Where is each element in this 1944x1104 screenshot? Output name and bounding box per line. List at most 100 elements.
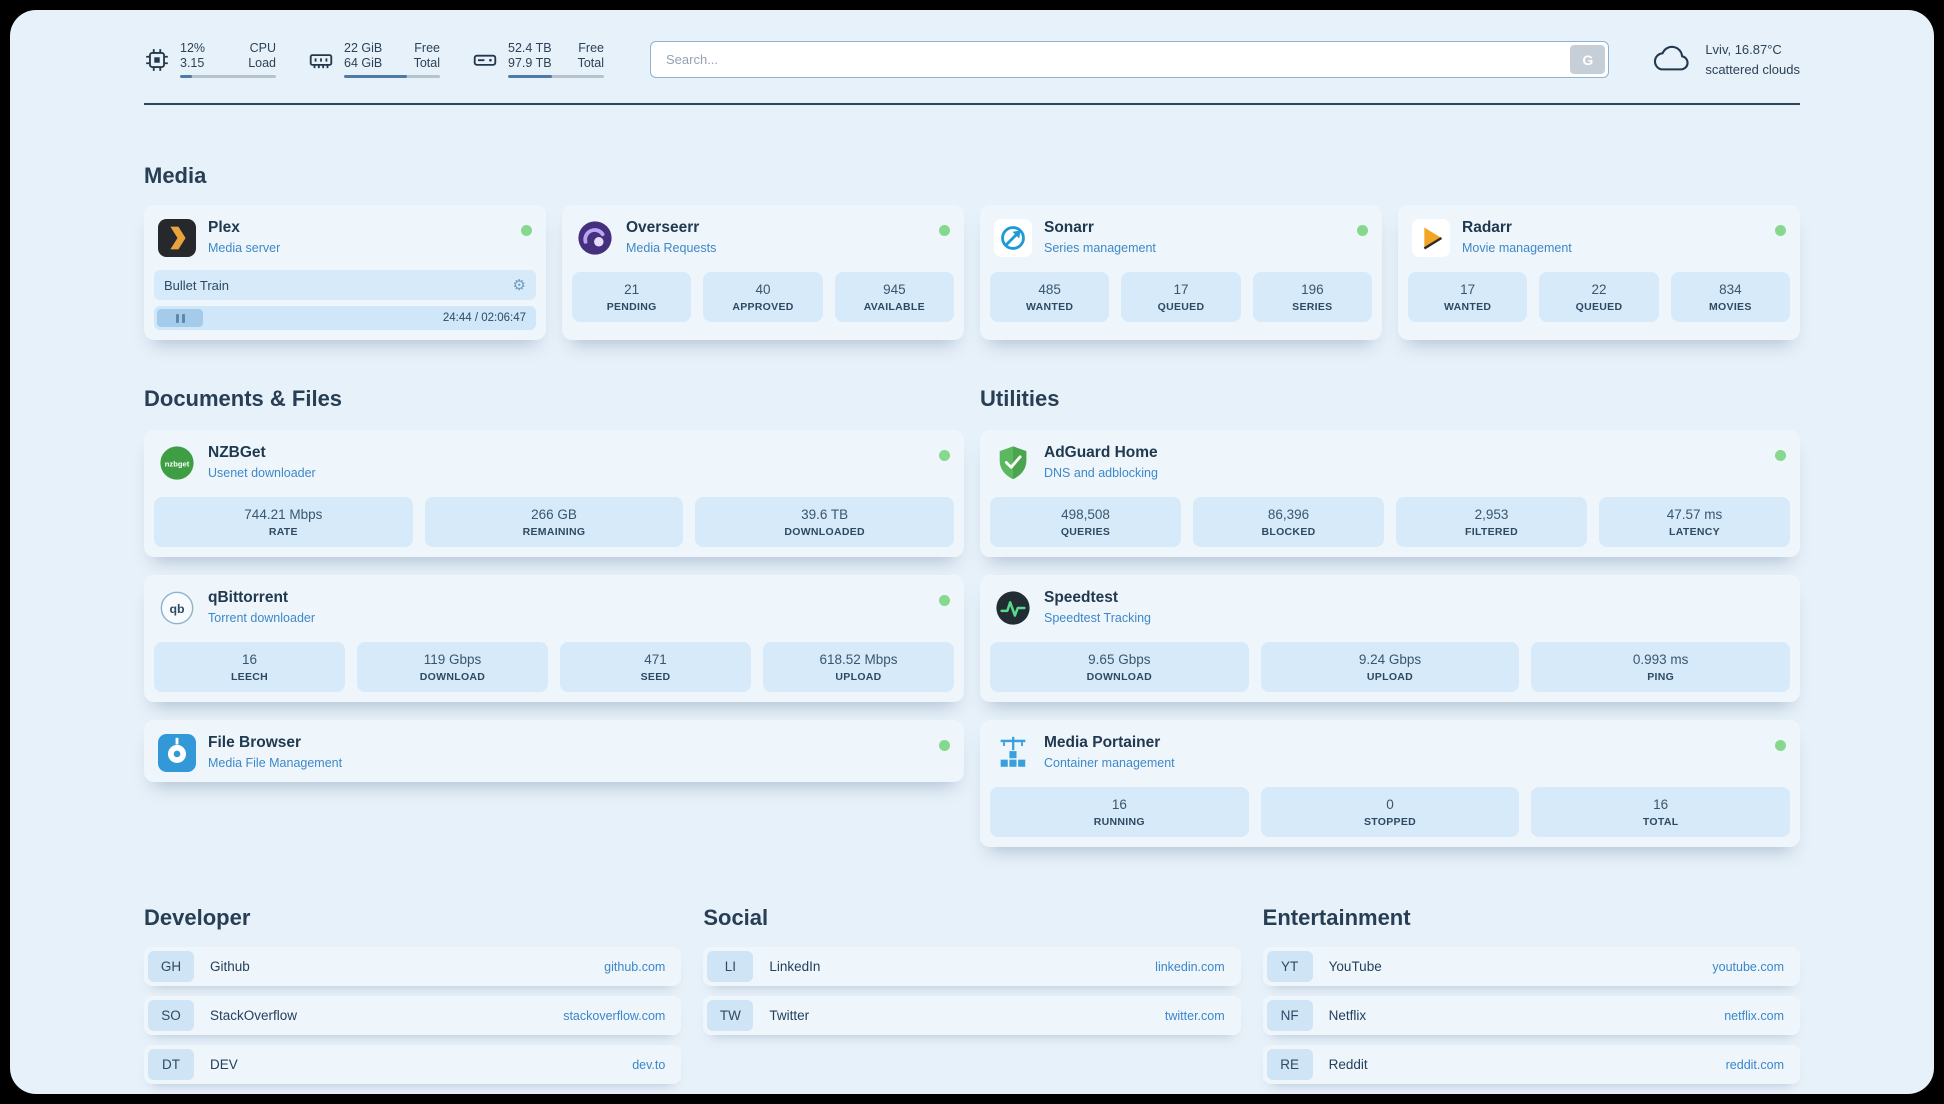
status-dot [1775,450,1786,461]
section-title-documents: Documents & Files [144,386,343,411]
gear-icon[interactable]: ⚙ [512,276,526,294]
service-subtitle: Media Requests [626,240,717,255]
memory-free-label: Free [414,41,440,55]
bookmark-url: dev.to [632,1057,666,1072]
service-card-radarr[interactable]: Radarr Movie management 17 WANTED 22 QUE… [1398,205,1800,340]
search-container: G [650,41,1610,78]
stat-block: 498,508 QUERIES [990,497,1181,547]
service-subtitle: Media server [208,240,281,255]
bookmark-reddit[interactable]: RE Reddit reddit.com [1262,1045,1800,1084]
bookmark-abbr: DT [148,1049,194,1080]
bookmark-url: twitter.com [1164,1008,1225,1023]
search-input[interactable] [650,41,1610,78]
stat-block: 471 SEED [560,642,751,692]
memory-icon [308,47,334,73]
service-card-nzbget[interactable]: nzbget NZBGet Usenet downloader 744.21 M… [144,430,964,557]
section-media: Media Plex Media server [144,163,1800,340]
stat-block: 39.6 TB DOWNLOADED [695,497,954,547]
memory-free-value: 22 GiB [344,41,383,55]
service-subtitle: Torrent downloader [208,610,316,625]
bookmark-name: Reddit [1328,1057,1368,1072]
status-dot [1357,225,1368,236]
bookmark-twitter[interactable]: TW Twitter twitter.com [703,996,1241,1035]
service-subtitle: Speedtest Tracking [1044,610,1152,625]
bookmark-group-social: Social LI LinkedIn linkedin.com TW Twitt… [703,905,1241,1094]
memory-total-label: Total [413,56,440,70]
cpu-load-value: 3.15 [180,56,205,70]
header-divider [144,103,1800,105]
pause-button[interactable] [157,309,203,327]
bookmark-url: stackoverflow.com [563,1008,666,1023]
cpu-progress-bar [180,75,276,78]
bookmark-group-title: Entertainment [1262,905,1411,930]
service-card-filebrowser[interactable]: File Browser Media File Management [144,720,964,782]
service-card-adguard[interactable]: AdGuard Home DNS and adblocking 498,508 … [980,430,1800,557]
speedtest-icon [994,589,1032,627]
stat-block: 2,953 FILTERED [1396,497,1587,547]
service-subtitle: Movie management [1462,240,1572,255]
bookmark-name: YouTube [1328,959,1382,974]
disk-icon [472,47,498,73]
bookmark-group-developer: Developer GH Github github.com SO StackO… [144,905,682,1094]
cpu-usage-value: 12% [180,41,206,55]
section-title-utilities: Utilities [980,386,1060,411]
bookmark-dev[interactable]: DT DEV dev.to [144,1045,682,1084]
now-playing-title: Bullet Train [164,277,230,293]
radarr-icon [1412,219,1450,257]
section-utilities: Utilities AdGuard Home [980,386,1800,847]
service-card-speedtest[interactable]: Speedtest Speedtest Tracking 9.65 Gbps D… [980,575,1800,702]
service-card-sonarr[interactable]: Sonarr Series management 485 WANTED 17 Q… [980,205,1382,340]
service-card-plex[interactable]: Plex Media server Bullet Train ⚙ 24:44 /… [144,205,546,340]
service-subtitle: Container management [1044,755,1175,770]
stat-block: 16 RUNNING [990,787,1249,837]
stat-block: 17 QUEUED [1121,272,1241,322]
service-name: File Browser [208,734,302,751]
bookmark-url: youtube.com [1712,959,1784,974]
stat-block: 16 TOTAL [1531,787,1790,837]
bookmark-group-title: Developer [144,905,251,930]
stat-block: 945 AVAILABLE [834,272,954,322]
stat-block: 266 GB REMAINING [424,497,684,547]
bookmark-stackoverflow[interactable]: SO StackOverflow stackoverflow.com [144,996,682,1035]
bookmark-group-title: Social [703,905,769,930]
service-name: qBittorrent [208,589,289,606]
service-card-qbittorrent[interactable]: qb qBittorrent Torrent downloader 16 LEE… [144,575,964,702]
plex-icon [158,219,196,257]
service-name: Speedtest [1044,589,1119,606]
bookmark-github[interactable]: GH Github github.com [144,947,682,986]
search-provider-button[interactable]: G [1570,45,1606,74]
overseerr-icon [576,219,614,257]
dashboard-content: 12% CPU 3.15 Load [144,10,1800,1094]
stat-block: 40 APPROVED [703,272,823,322]
stat-block: 0 STOPPED [1260,787,1520,837]
cpu-widget: 12% CPU 3.15 Load [144,41,276,78]
memory-progress-bar [344,75,440,78]
playback-progress-bar: 24:44 / 02:06:47 [154,306,536,330]
service-name: Radarr [1462,219,1512,236]
now-playing-row: Bullet Train ⚙ [154,270,536,300]
bookmark-name: Netflix [1328,1008,1367,1023]
service-card-overseerr[interactable]: Overseerr Media Requests 21 PENDING 40 A… [562,205,964,340]
svg-text:nzbget: nzbget [165,459,190,468]
bookmark-name: StackOverflow [210,1008,298,1023]
bookmark-url: github.com [604,959,666,974]
bookmark-abbr: NF [1266,1000,1313,1031]
stat-block: 0.993 ms PING [1531,642,1790,692]
stat-block: 485 WANTED [990,272,1110,322]
status-dot [939,595,950,606]
disk-progress-bar [508,75,604,78]
status-dot [521,225,532,236]
bookmark-netflix[interactable]: NF Netflix netflix.com [1262,996,1800,1035]
bookmark-youtube[interactable]: YT YouTube youtube.com [1262,947,1800,986]
service-card-portainer[interactable]: Media Portainer Container management 16 … [980,720,1800,847]
weather-widget: Lviv, 16.87°C scattered clouds [1651,40,1800,79]
bookmark-linkedin[interactable]: LI LinkedIn linkedin.com [703,947,1241,986]
sonarr-icon [994,219,1032,257]
service-name: AdGuard Home [1044,444,1158,461]
playback-time: 24:44 / 02:06:47 [442,312,526,324]
nzbget-icon: nzbget [158,444,196,482]
disk-total-label: Total [577,56,604,70]
portainer-icon [994,734,1032,772]
memory-widget: 22 GiB Free 64 GiB Total [308,41,440,78]
disk-free-label: Free [578,41,604,55]
